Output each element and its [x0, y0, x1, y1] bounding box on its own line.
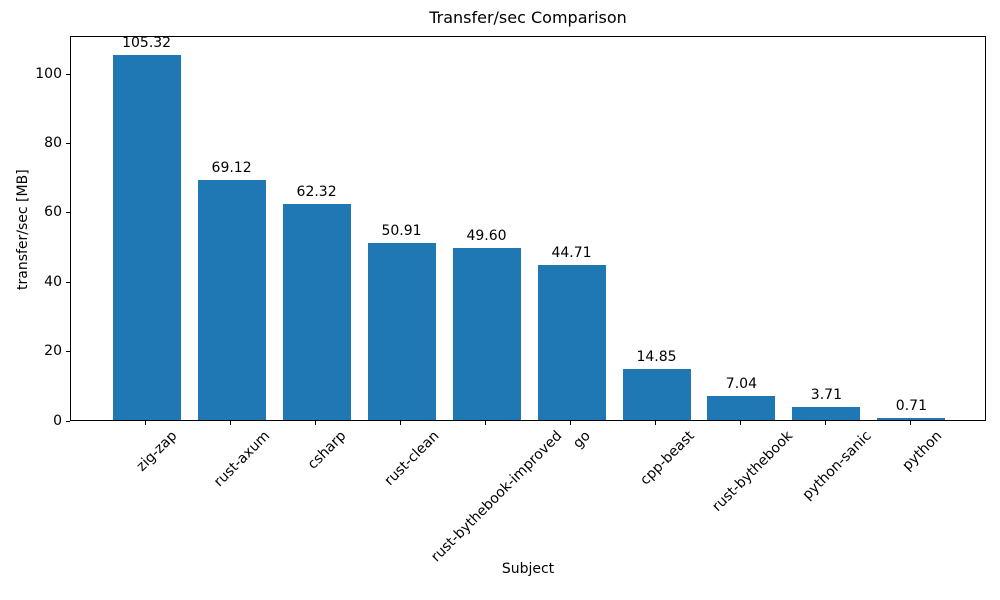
x-tick-label: cpp-beast — [636, 428, 698, 489]
bar-value-label: 7.04 — [725, 375, 757, 392]
bar — [877, 417, 946, 420]
y-tick-mark — [66, 143, 70, 144]
bar — [537, 264, 606, 420]
x-tick-label: go — [570, 428, 594, 452]
x-tick-mark — [400, 421, 401, 425]
x-tick-label: python — [899, 428, 946, 474]
x-tick-label: rust-bythebook — [708, 428, 796, 515]
bar — [707, 395, 776, 420]
y-tick-label: 20 — [44, 343, 62, 360]
bar-value-label: 50.91 — [381, 223, 422, 240]
bar — [282, 203, 351, 420]
x-tick-mark — [824, 421, 826, 425]
x-tick-mark — [315, 421, 317, 425]
x-tick-mark — [485, 421, 486, 425]
y-tick-mark — [66, 420, 70, 422]
y-axis-label: transfer/sec [MB] — [15, 169, 31, 290]
bar-value-label: 69.12 — [211, 160, 252, 177]
bar-value-label: 0.71 — [895, 397, 927, 414]
x-tick-label: python-sanic — [799, 428, 875, 504]
bar — [792, 407, 861, 420]
bar-value-label: 62.32 — [296, 183, 337, 200]
x-tick-label: rust-clean — [381, 428, 443, 489]
bar-value-label: 3.71 — [810, 387, 842, 404]
plot-area: 105.32 69.12 62.32 50.91 49.60 44.71 14.85 7.04… — [70, 34, 986, 421]
x-tick-mark — [145, 421, 147, 425]
y-tick-label: 100 — [35, 65, 62, 82]
y-tick-label: 0 — [53, 412, 62, 429]
x-tick-mark — [739, 421, 741, 425]
x-tick-label: csharp — [304, 428, 350, 473]
y-tick-mark — [66, 73, 70, 75]
chart-title: Transfer/sec Comparison — [429, 8, 627, 27]
y-tick-label: 60 — [44, 204, 62, 221]
y-tick-label: 40 — [44, 273, 62, 290]
x-tick-mark — [909, 421, 911, 425]
y-tick-mark — [66, 212, 70, 214]
bar-value-label: 14.85 — [636, 348, 677, 365]
x-tick-label: zig-zap — [133, 428, 181, 475]
x-tick-mark — [655, 421, 656, 425]
bar — [367, 243, 436, 420]
bar — [197, 180, 266, 420]
bar-value-label: 44.71 — [551, 244, 592, 261]
x-tick-label: rust-bythebook-improved — [428, 428, 566, 566]
x-tick-mark — [570, 421, 571, 425]
x-tick-mark — [230, 421, 232, 425]
bar — [452, 248, 521, 420]
bar — [112, 54, 181, 420]
y-tick-mark — [66, 351, 70, 353]
y-tick-mark — [66, 281, 70, 283]
x-tick-label: rust-axum — [211, 428, 274, 491]
bar-value-label: 49.60 — [466, 228, 507, 244]
bar-value-label: 105.32 — [122, 34, 172, 51]
y-tick-label: 80 — [44, 135, 62, 151]
bar — [622, 368, 691, 420]
x-axis-label: Subject — [501, 561, 555, 577]
